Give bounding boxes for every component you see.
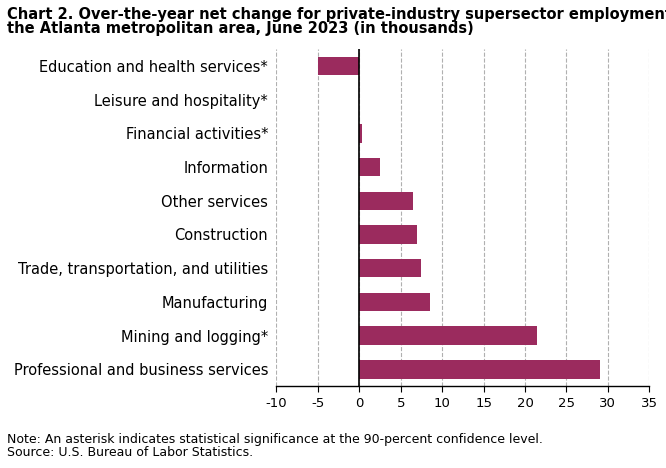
Bar	[359, 191, 413, 210]
Bar	[359, 124, 362, 143]
Text: the Atlanta metropolitan area, June 2023 (in thousands): the Atlanta metropolitan area, June 2023…	[7, 21, 474, 36]
Bar	[359, 326, 537, 345]
Text: Note: An asterisk indicates statistical significance at the 90-percent confidenc: Note: An asterisk indicates statistical …	[7, 433, 543, 446]
Bar	[359, 259, 422, 278]
Bar	[359, 225, 418, 244]
Bar	[359, 158, 380, 176]
Text: Chart 2. Over-the-year net change for private-industry supersector employment in: Chart 2. Over-the-year net change for pr…	[7, 7, 666, 22]
Text: Source: U.S. Bureau of Labor Statistics.: Source: U.S. Bureau of Labor Statistics.	[7, 446, 253, 459]
Bar	[359, 360, 599, 379]
Bar	[318, 57, 359, 75]
Bar	[359, 292, 430, 311]
